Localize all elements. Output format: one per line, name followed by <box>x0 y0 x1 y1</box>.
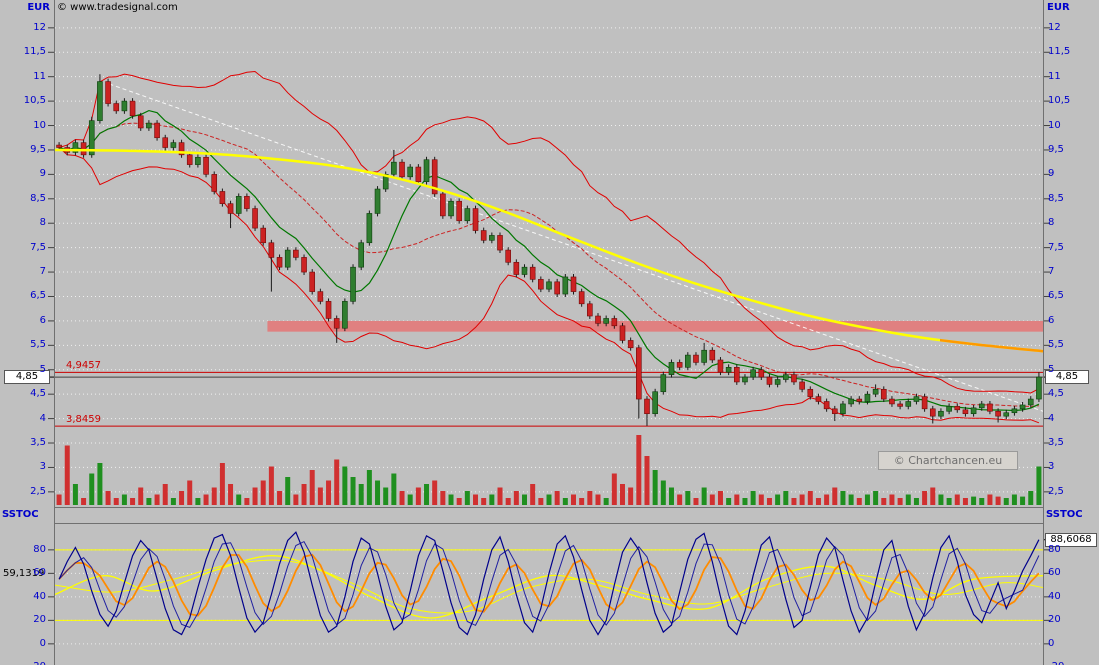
price-tick-left: 6,5 <box>30 290 46 302</box>
price-tick-right: 8,5 <box>1048 192 1064 204</box>
chart-copyright: © www.tradesignal.com <box>57 2 178 13</box>
price-tick-right: 3,5 <box>1048 437 1064 448</box>
main-gridlines <box>55 27 1043 493</box>
price-tick-left: 2,5 <box>30 485 46 497</box>
price-tick-left: 6 <box>39 314 46 326</box>
price-tick-left: 4,5 <box>30 388 46 400</box>
price-tick-right: 7,5 <box>1048 241 1064 253</box>
right-axis-title: EUR <box>1047 2 1070 13</box>
price-tick-left: 8 <box>39 217 46 229</box>
axis-tick-marks <box>48 27 1050 493</box>
price-tick-right: 2,5 <box>1048 485 1064 497</box>
sstoc-tick-right: 20 <box>1048 614 1061 626</box>
green-sma-line <box>58 109 1040 412</box>
price-tick-right: 5 <box>1048 363 1055 375</box>
left-price-marker: 4,85 <box>4 370 50 384</box>
sstoc-tick-left: 40 <box>33 590 46 602</box>
sstoc-tick-left: 60 <box>33 567 46 579</box>
left-axis-title: EUR <box>27 2 50 13</box>
sstoc-title-left: SSTOC <box>2 509 39 520</box>
sstoc-left-value: 59,1319 <box>3 568 45 579</box>
price-tick-right: 4,5 <box>1048 388 1064 400</box>
price-tick-left: 3,5 <box>30 437 46 448</box>
price-tick-left: 11,5 <box>23 46 46 58</box>
price-tick-right: 9 <box>1048 168 1055 180</box>
resistance-band <box>267 320 1043 332</box>
sstoc-tick-right: 80 <box>1048 543 1061 555</box>
yellow-ma-line <box>54 148 1044 353</box>
price-tick-left: 8,5 <box>30 192 46 204</box>
sstoc-tick-left: 80 <box>33 543 46 555</box>
sstoc-tick-right: -20 <box>1048 662 1064 665</box>
support-level-label: 3,8459 <box>66 414 101 425</box>
sstoc-tick-right: 40 <box>1048 590 1061 602</box>
price-tick-right: 6 <box>1048 314 1055 326</box>
price-tick-right: 4 <box>1048 412 1055 424</box>
sstoc-tick-right: 60 <box>1048 567 1061 579</box>
price-tick-right: 10 <box>1048 119 1061 131</box>
candlestick-series <box>56 74 1042 426</box>
price-tick-right: 5,5 <box>1048 339 1064 351</box>
volume-bars <box>56 435 1042 505</box>
price-tick-right: 3 <box>1048 461 1055 473</box>
price-tick-left: 11 <box>33 70 46 82</box>
price-tick-right: 8 <box>1048 217 1055 229</box>
resistance-level-label: 4,9457 <box>66 360 101 371</box>
price-tick-right: 6,5 <box>1048 290 1064 302</box>
price-tick-right: 10,5 <box>1048 95 1071 107</box>
price-tick-right: 7 <box>1048 266 1055 278</box>
sstoc-gridlines <box>48 549 1050 645</box>
right-price-marker: 4,85 <box>1045 370 1089 384</box>
price-tick-left: 10,5 <box>23 95 46 107</box>
sstoc-tick-left: 0 <box>39 637 46 649</box>
sstoc-tick-right: 0 <box>1048 637 1055 649</box>
price-tick-left: 9,5 <box>30 143 46 155</box>
panel-borders <box>54 0 1044 665</box>
price-tick-right: 12 <box>1048 21 1061 33</box>
chartchancen-watermark: © Chartchancen.eu <box>878 451 1018 470</box>
downtrend-line <box>109 83 1044 412</box>
sstoc-orange-line <box>58 553 1040 617</box>
horizontal-levels <box>50 371 1048 427</box>
price-tick-left: 9 <box>39 168 46 180</box>
price-tick-left: 10 <box>33 119 46 131</box>
price-tick-left: 7,5 <box>30 241 46 253</box>
price-tick-left: 5,5 <box>30 339 46 351</box>
price-tick-right: 11 <box>1048 70 1061 82</box>
price-tick-left: 5 <box>39 363 46 375</box>
price-tick-right: 9,5 <box>1048 143 1064 155</box>
sstoc-right-value: 88,6068 <box>1045 533 1097 547</box>
sstoc-title-right: SSTOC <box>1046 509 1083 520</box>
price-tick-left: 12 <box>33 21 46 33</box>
price-tick-left: 3 <box>39 461 46 473</box>
price-tick-right: 11,5 <box>1048 46 1071 58</box>
price-tick-left: 7 <box>39 266 46 278</box>
price-tick-left: 4 <box>39 412 46 424</box>
sstoc-tick-left: -20 <box>0 662 46 665</box>
sstoc-tick-left: 20 <box>33 614 46 626</box>
